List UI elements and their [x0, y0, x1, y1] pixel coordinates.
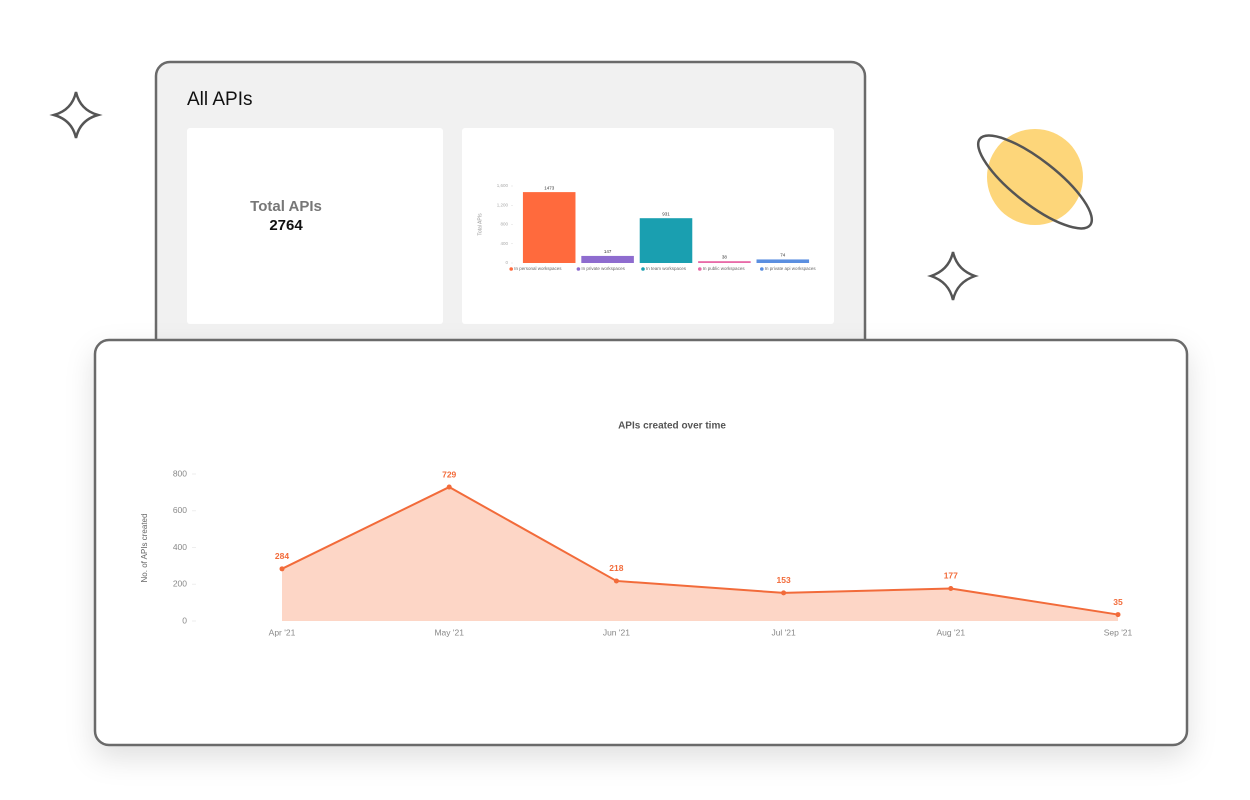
point [446, 484, 452, 490]
y-axis-label: Total APIs [477, 213, 483, 236]
area-chart: APIs created over time No. of APIs create… [140, 421, 1132, 638]
legend-swatch [509, 267, 513, 271]
stat-card [187, 128, 443, 324]
star [49, 91, 103, 139]
value-label: 218 [609, 563, 623, 573]
x-tick-label: Jun '21 [603, 627, 630, 637]
chart-title: APIs created over time [618, 421, 726, 432]
value-label: 38 [722, 254, 728, 259]
value-label: 147 [604, 249, 612, 254]
value-label: 35 [1113, 597, 1123, 607]
y-tick-label: 1,600 [497, 183, 509, 188]
x-tick-label: Apr '21 [269, 627, 296, 637]
legend-label: In personal workspaces [514, 266, 562, 271]
point [279, 566, 285, 572]
y-axis-label: No. of APIs created [140, 514, 149, 583]
y-tick-label: 200 [173, 579, 187, 589]
value-label: 1473 [544, 185, 555, 190]
bar [698, 261, 751, 263]
value-label: 153 [777, 575, 791, 585]
value-label: 931 [662, 211, 670, 216]
y-tick-label: 0 [505, 260, 508, 265]
value-label: 74 [780, 253, 786, 258]
legend-swatch [576, 267, 581, 271]
x-tick-label: Jul '21 [771, 627, 796, 637]
y-tick-label: 1,200 [497, 202, 509, 207]
legend-swatch [641, 267, 645, 271]
planet [987, 129, 1083, 225]
point [781, 590, 787, 596]
legend-label: In private api workspaces [765, 266, 817, 271]
front-card [93, 338, 1189, 747]
x-tick-label: Sep '21 [1104, 627, 1133, 637]
bar [581, 255, 634, 263]
point [1115, 612, 1121, 618]
y-tick-label: 400 [173, 542, 187, 552]
legend-swatch [698, 267, 702, 271]
value-label: 729 [442, 469, 456, 479]
bar [756, 259, 810, 263]
legend-label: In team workspaces [646, 266, 687, 271]
value-label: 284 [275, 551, 289, 561]
star [927, 251, 979, 301]
y-tick-label: 0 [182, 615, 187, 625]
bar [522, 192, 576, 263]
legend-label: In public workspaces [703, 266, 746, 271]
x-tick-label: May '21 [434, 627, 464, 637]
y-tick-label: 400 [500, 241, 508, 246]
stat-value: 2764 [269, 217, 303, 234]
panel-title: All APIs [187, 89, 252, 110]
legend-swatch [760, 267, 764, 271]
legend-label: In private workspaces [581, 266, 625, 271]
value-label: 177 [944, 571, 958, 581]
bar-chart: Total APIs 0 400 800 1,200 1,600 1473 In person… [477, 183, 816, 271]
bar [639, 218, 693, 263]
y-tick-label: 800 [173, 468, 187, 478]
stat-label: Total APIs [250, 198, 322, 215]
y-tick-label: 800 [500, 222, 508, 227]
line [281, 485, 1119, 616]
area-fill [282, 487, 1118, 621]
point [613, 578, 619, 584]
planet-ring [976, 134, 1094, 230]
point [948, 585, 954, 591]
x-tick-label: Aug '21 [937, 627, 966, 637]
y-tick-label: 600 [173, 505, 187, 515]
